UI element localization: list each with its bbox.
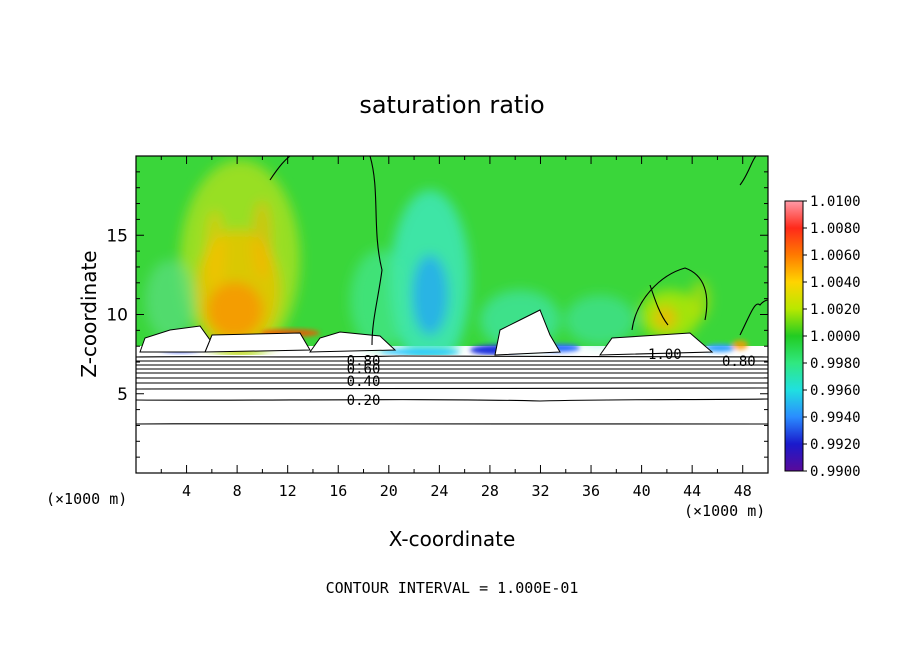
contour-lines xyxy=(136,156,768,425)
colorbar: 1.0100 1.0080 1.0060 1.0040 1.0020 1.0000 0.99… xyxy=(784,194,861,480)
colorbar-segment xyxy=(785,282,803,309)
x-unit-left: (×1000 m) xyxy=(46,490,127,508)
colorbar-label: 0.9900 xyxy=(810,464,861,480)
contour-label: 0.60 xyxy=(347,361,381,377)
colorbar-label: 0.9920 xyxy=(810,437,861,453)
x-tick-label: 40 xyxy=(633,482,651,500)
plot-area xyxy=(136,156,768,473)
colorbar-label: 1.0040 xyxy=(810,275,861,291)
x-tick-label: 28 xyxy=(481,482,499,500)
contour-label: 0.20 xyxy=(347,393,381,409)
x-tick-label: 16 xyxy=(329,482,347,500)
x-tick-label: 44 xyxy=(683,482,701,500)
y-tick-label: 5 xyxy=(117,385,128,405)
y-axis: 5 10 15 xyxy=(106,171,768,458)
x-tick-label: 8 xyxy=(233,482,242,500)
x-tick-label: 48 xyxy=(734,482,752,500)
contour-interval-note: CONTOUR INTERVAL = 1.000E-01 xyxy=(326,579,579,597)
colorbar-label: 1.0020 xyxy=(810,302,861,318)
x-axis-label: X-coordinate xyxy=(389,527,516,551)
x-tick-label: 4 xyxy=(182,482,191,500)
y-tick-label: 10 xyxy=(106,306,128,326)
x-tick-label: 12 xyxy=(279,482,297,500)
x-tick-label: 24 xyxy=(430,482,448,500)
colorbar-segment xyxy=(785,201,803,228)
colorbar-segment xyxy=(785,309,803,336)
cloud-block xyxy=(204,332,311,353)
colorbar-segment xyxy=(785,363,803,390)
contour-label: 0.80 xyxy=(347,353,381,369)
x-unit-right: (×1000 m) xyxy=(684,502,765,520)
colorbar-segment xyxy=(785,255,803,282)
x-tick-label: 32 xyxy=(531,482,549,500)
colorbar-segment xyxy=(785,390,803,417)
colorbar-segment xyxy=(785,417,803,444)
x-tick-label: 20 xyxy=(380,482,398,500)
colorbar-label: 1.0100 xyxy=(810,194,861,210)
y-axis-label: Z-coordinate xyxy=(77,250,101,377)
colorbar-segment xyxy=(785,444,803,471)
colorbar-label: 1.0060 xyxy=(810,248,861,264)
chart-title: saturation ratio xyxy=(359,91,544,119)
colorbar-segment xyxy=(785,336,803,363)
contour-label-extra-1: 1.00 xyxy=(648,347,682,363)
x-tick-label: 36 xyxy=(582,482,600,500)
contour-label: 0.40 xyxy=(347,374,381,390)
y-tick-label: 15 xyxy=(106,226,128,246)
colorbar-segment xyxy=(785,228,803,255)
x-axis: 4 8 12 16 20 24 28 32 36 40 44 48 xyxy=(160,156,752,500)
colorbar-label: 0.9960 xyxy=(810,383,861,399)
colorbar-label: 0.9940 xyxy=(810,410,861,426)
colorbar-label: 0.9980 xyxy=(810,356,861,372)
contour-label-extra-2: 0.80 xyxy=(722,354,756,370)
colorbar-label: 1.0080 xyxy=(810,221,861,237)
contour-labels: 0.20 0.400.600.80 xyxy=(347,353,381,409)
colorbar-label: 1.0000 xyxy=(810,329,861,345)
